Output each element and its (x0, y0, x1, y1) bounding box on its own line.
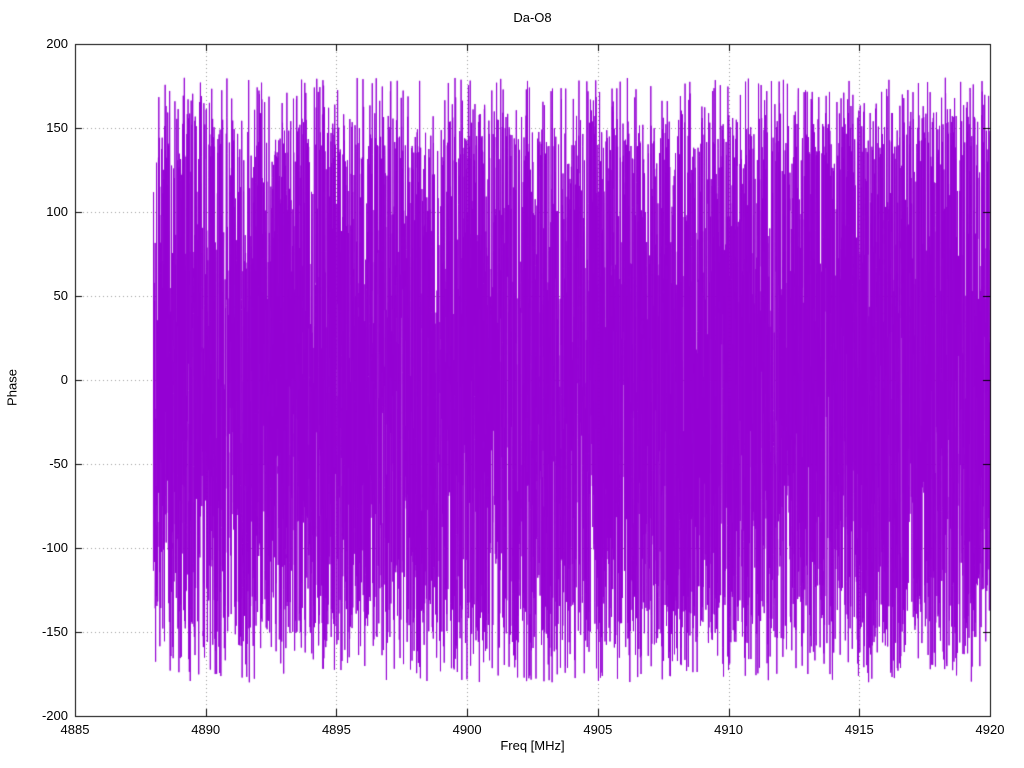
x-tick-label: 4900 (452, 722, 482, 737)
x-axis-label: Freq [MHz] (500, 738, 565, 753)
x-tick-label: 4910 (714, 722, 744, 737)
x-tick-label: 4885 (60, 722, 90, 737)
x-tick-label: 4920 (975, 722, 1005, 737)
x-tick-label: 4915 (844, 722, 874, 737)
y-axis-label: Phase (4, 369, 20, 406)
y-tick-label: 0 (60, 372, 68, 387)
y-tick-label: 100 (46, 204, 68, 219)
x-tick-label: 4890 (191, 722, 221, 737)
y-tick-label: 150 (46, 120, 68, 135)
y-tick-label: -200 (41, 708, 68, 723)
x-tick-label: 4905 (583, 722, 613, 737)
y-tick-label: -150 (41, 624, 68, 639)
y-tick-label: -50 (49, 456, 68, 471)
y-tick-label: 50 (53, 288, 68, 303)
y-tick-label: -100 (41, 540, 68, 555)
x-tick-label: 4895 (321, 722, 351, 737)
y-tick-label: 200 (46, 36, 68, 51)
chart-title: Da-O8 (513, 10, 552, 25)
